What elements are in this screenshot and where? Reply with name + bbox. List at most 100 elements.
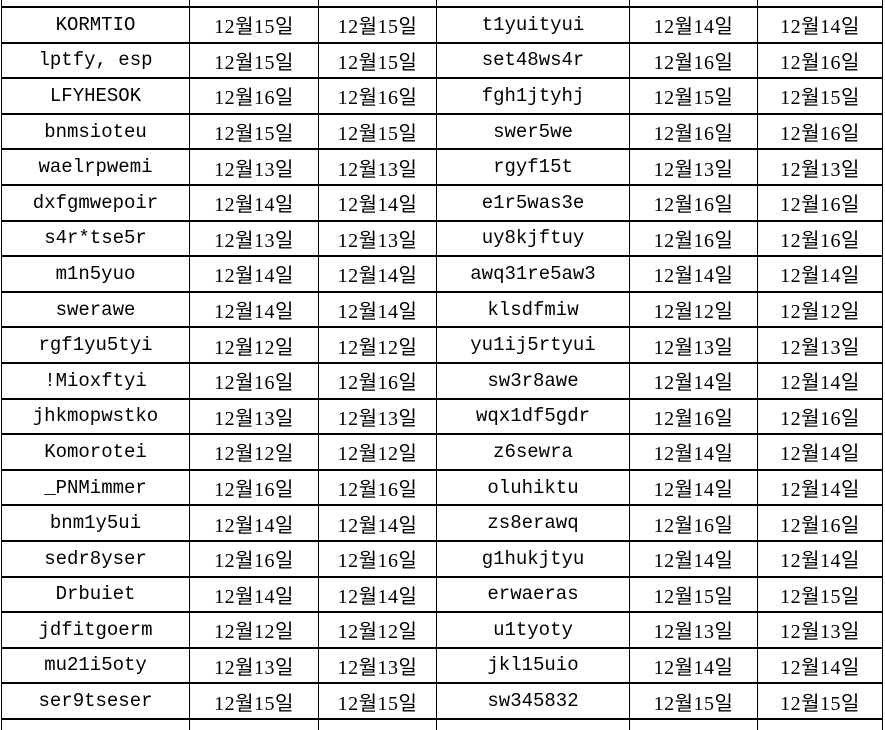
cell-name[interactable]: [1, 717, 190, 730]
cell-date[interactable]: 12월16일: [629, 41, 758, 80]
cell-date[interactable]: 12월13일: [629, 148, 758, 186]
cell-date[interactable]: 12월13일: [318, 397, 437, 436]
cell-name[interactable]: waelrpwemi: [1, 148, 190, 186]
cell-name[interactable]: dxfgmwepoir: [1, 183, 190, 222]
cell-date[interactable]: 12월12일: [189, 433, 319, 471]
cell-name[interactable]: rgyf15t: [436, 148, 630, 186]
cell-date[interactable]: 12월15일: [189, 112, 319, 151]
cell-name[interactable]: fgh1jtyhj: [436, 77, 630, 115]
cell-date[interactable]: 12월14일: [757, 361, 883, 400]
cell-date[interactable]: 12월16일: [318, 468, 437, 507]
cell-date[interactable]: 12월16일: [189, 77, 319, 115]
cell-date[interactable]: 12월13일: [629, 611, 758, 649]
cell-name[interactable]: jkl15uio: [436, 646, 630, 685]
cell-date[interactable]: 12월14일: [757, 468, 883, 507]
cell-name[interactable]: klsdfmiw: [436, 290, 630, 329]
cell-date[interactable]: 12월16일: [629, 183, 758, 222]
cell-date[interactable]: 12월12일: [189, 326, 319, 364]
cell-name[interactable]: z6sewra: [436, 433, 630, 471]
cell-date[interactable]: 12월14일: [629, 361, 758, 400]
cell-date[interactable]: 12월16일: [318, 77, 437, 115]
cell-date[interactable]: 12월13일: [757, 326, 883, 364]
cell-name[interactable]: m1n5yuo: [1, 255, 190, 293]
cell-name[interactable]: wqx1df5gdr: [436, 397, 630, 436]
cell-name[interactable]: rgf1yu5tyi: [1, 326, 190, 364]
cell-date[interactable]: 12월15일: [757, 682, 883, 720]
cell-date[interactable]: [757, 717, 883, 730]
cell-date[interactable]: 12월13일: [318, 219, 437, 258]
cell-name[interactable]: lptfy, esp: [1, 41, 190, 80]
cell-date[interactable]: 12월14일: [629, 539, 758, 578]
cell-name[interactable]: swer5we: [436, 112, 630, 151]
cell-date[interactable]: 12월14일: [318, 183, 437, 222]
cell-date[interactable]: [318, 717, 437, 730]
cell-date[interactable]: [189, 717, 319, 730]
cell-date[interactable]: 12월14일: [757, 539, 883, 578]
cell-date[interactable]: 12월14일: [189, 183, 319, 222]
cell-name[interactable]: bnm1y5ui: [1, 504, 190, 542]
cell-date[interactable]: 12월14일: [318, 575, 437, 614]
cell-name[interactable]: set48ws4r: [436, 41, 630, 80]
cell-date[interactable]: 12월15일: [318, 682, 437, 720]
cell-date[interactable]: 12월14일: [318, 290, 437, 329]
cell-date[interactable]: 12월14일: [629, 255, 758, 293]
cell-date[interactable]: 12월16일: [629, 219, 758, 258]
cell-name[interactable]: bnmsioteu: [1, 112, 190, 151]
cell-date[interactable]: 12월16일: [757, 504, 883, 542]
cell-date[interactable]: 12월16일: [189, 539, 319, 578]
cell-date[interactable]: 12월15일: [757, 575, 883, 614]
cell-date[interactable]: [757, 0, 883, 8]
cell-date[interactable]: 12월14일: [318, 504, 437, 542]
cell-name[interactable]: _PNMimmer: [1, 468, 190, 507]
cell-name[interactable]: yu1ij5rtyui: [436, 326, 630, 364]
cell-date[interactable]: 12월14일: [757, 255, 883, 293]
cell-date[interactable]: 12월15일: [629, 682, 758, 720]
cell-date[interactable]: [318, 0, 437, 8]
cell-date[interactable]: 12월14일: [318, 255, 437, 293]
cell-name[interactable]: zs8erawq: [436, 504, 630, 542]
cell-date[interactable]: 12월16일: [189, 361, 319, 400]
cell-name[interactable]: LFYHESOK: [1, 77, 190, 115]
cell-date[interactable]: 12월13일: [189, 646, 319, 685]
cell-date[interactable]: 12월15일: [189, 6, 319, 44]
cell-name[interactable]: g1hukjtyu: [436, 539, 630, 578]
cell-date[interactable]: 12월14일: [189, 575, 319, 614]
cell-name[interactable]: t1yuityui: [436, 6, 630, 44]
cell-name[interactable]: e1r5was3e: [436, 183, 630, 222]
cell-name[interactable]: jhkmopwstko: [1, 397, 190, 436]
cell-date[interactable]: 12월15일: [629, 77, 758, 115]
cell-date[interactable]: 12월15일: [189, 682, 319, 720]
cell-date[interactable]: 12월16일: [757, 183, 883, 222]
cell-date[interactable]: 12월16일: [318, 539, 437, 578]
cell-name[interactable]: erwaeras: [436, 575, 630, 614]
cell-date[interactable]: 12월14일: [757, 6, 883, 44]
cell-name[interactable]: awq31re5aw3: [436, 255, 630, 293]
cell-date[interactable]: [629, 717, 758, 730]
cell-date[interactable]: 12월13일: [318, 148, 437, 186]
cell-date[interactable]: 12월12일: [318, 611, 437, 649]
cell-date[interactable]: 12월14일: [757, 433, 883, 471]
cell-date[interactable]: 12월14일: [629, 468, 758, 507]
cell-name[interactable]: s4r*tse5r: [1, 219, 190, 258]
cell-date[interactable]: 12월12일: [629, 290, 758, 329]
cell-date[interactable]: 12월15일: [318, 112, 437, 151]
cell-name[interactable]: sw3r8awe: [436, 361, 630, 400]
cell-date[interactable]: 12월15일: [189, 41, 319, 80]
cell-name[interactable]: sedr8yser: [1, 539, 190, 578]
cell-date[interactable]: [189, 0, 319, 8]
cell-name[interactable]: KORMTIO: [1, 6, 190, 44]
cell-name[interactable]: u1tyoty: [436, 611, 630, 649]
cell-date[interactable]: 12월16일: [629, 397, 758, 436]
cell-date[interactable]: 12월13일: [189, 148, 319, 186]
cell-date[interactable]: 12월14일: [629, 6, 758, 44]
cell-date[interactable]: 12월13일: [189, 219, 319, 258]
cell-name[interactable]: [436, 717, 630, 730]
cell-name[interactable]: Komorotei: [1, 433, 190, 471]
cell-date[interactable]: 12월14일: [629, 433, 758, 471]
cell-date[interactable]: 12월14일: [189, 290, 319, 329]
cell-date[interactable]: 12월16일: [757, 397, 883, 436]
cell-date[interactable]: 12월13일: [318, 646, 437, 685]
cell-date[interactable]: 12월16일: [757, 41, 883, 80]
cell-date[interactable]: 12월13일: [629, 326, 758, 364]
cell-date[interactable]: 12월16일: [757, 112, 883, 151]
